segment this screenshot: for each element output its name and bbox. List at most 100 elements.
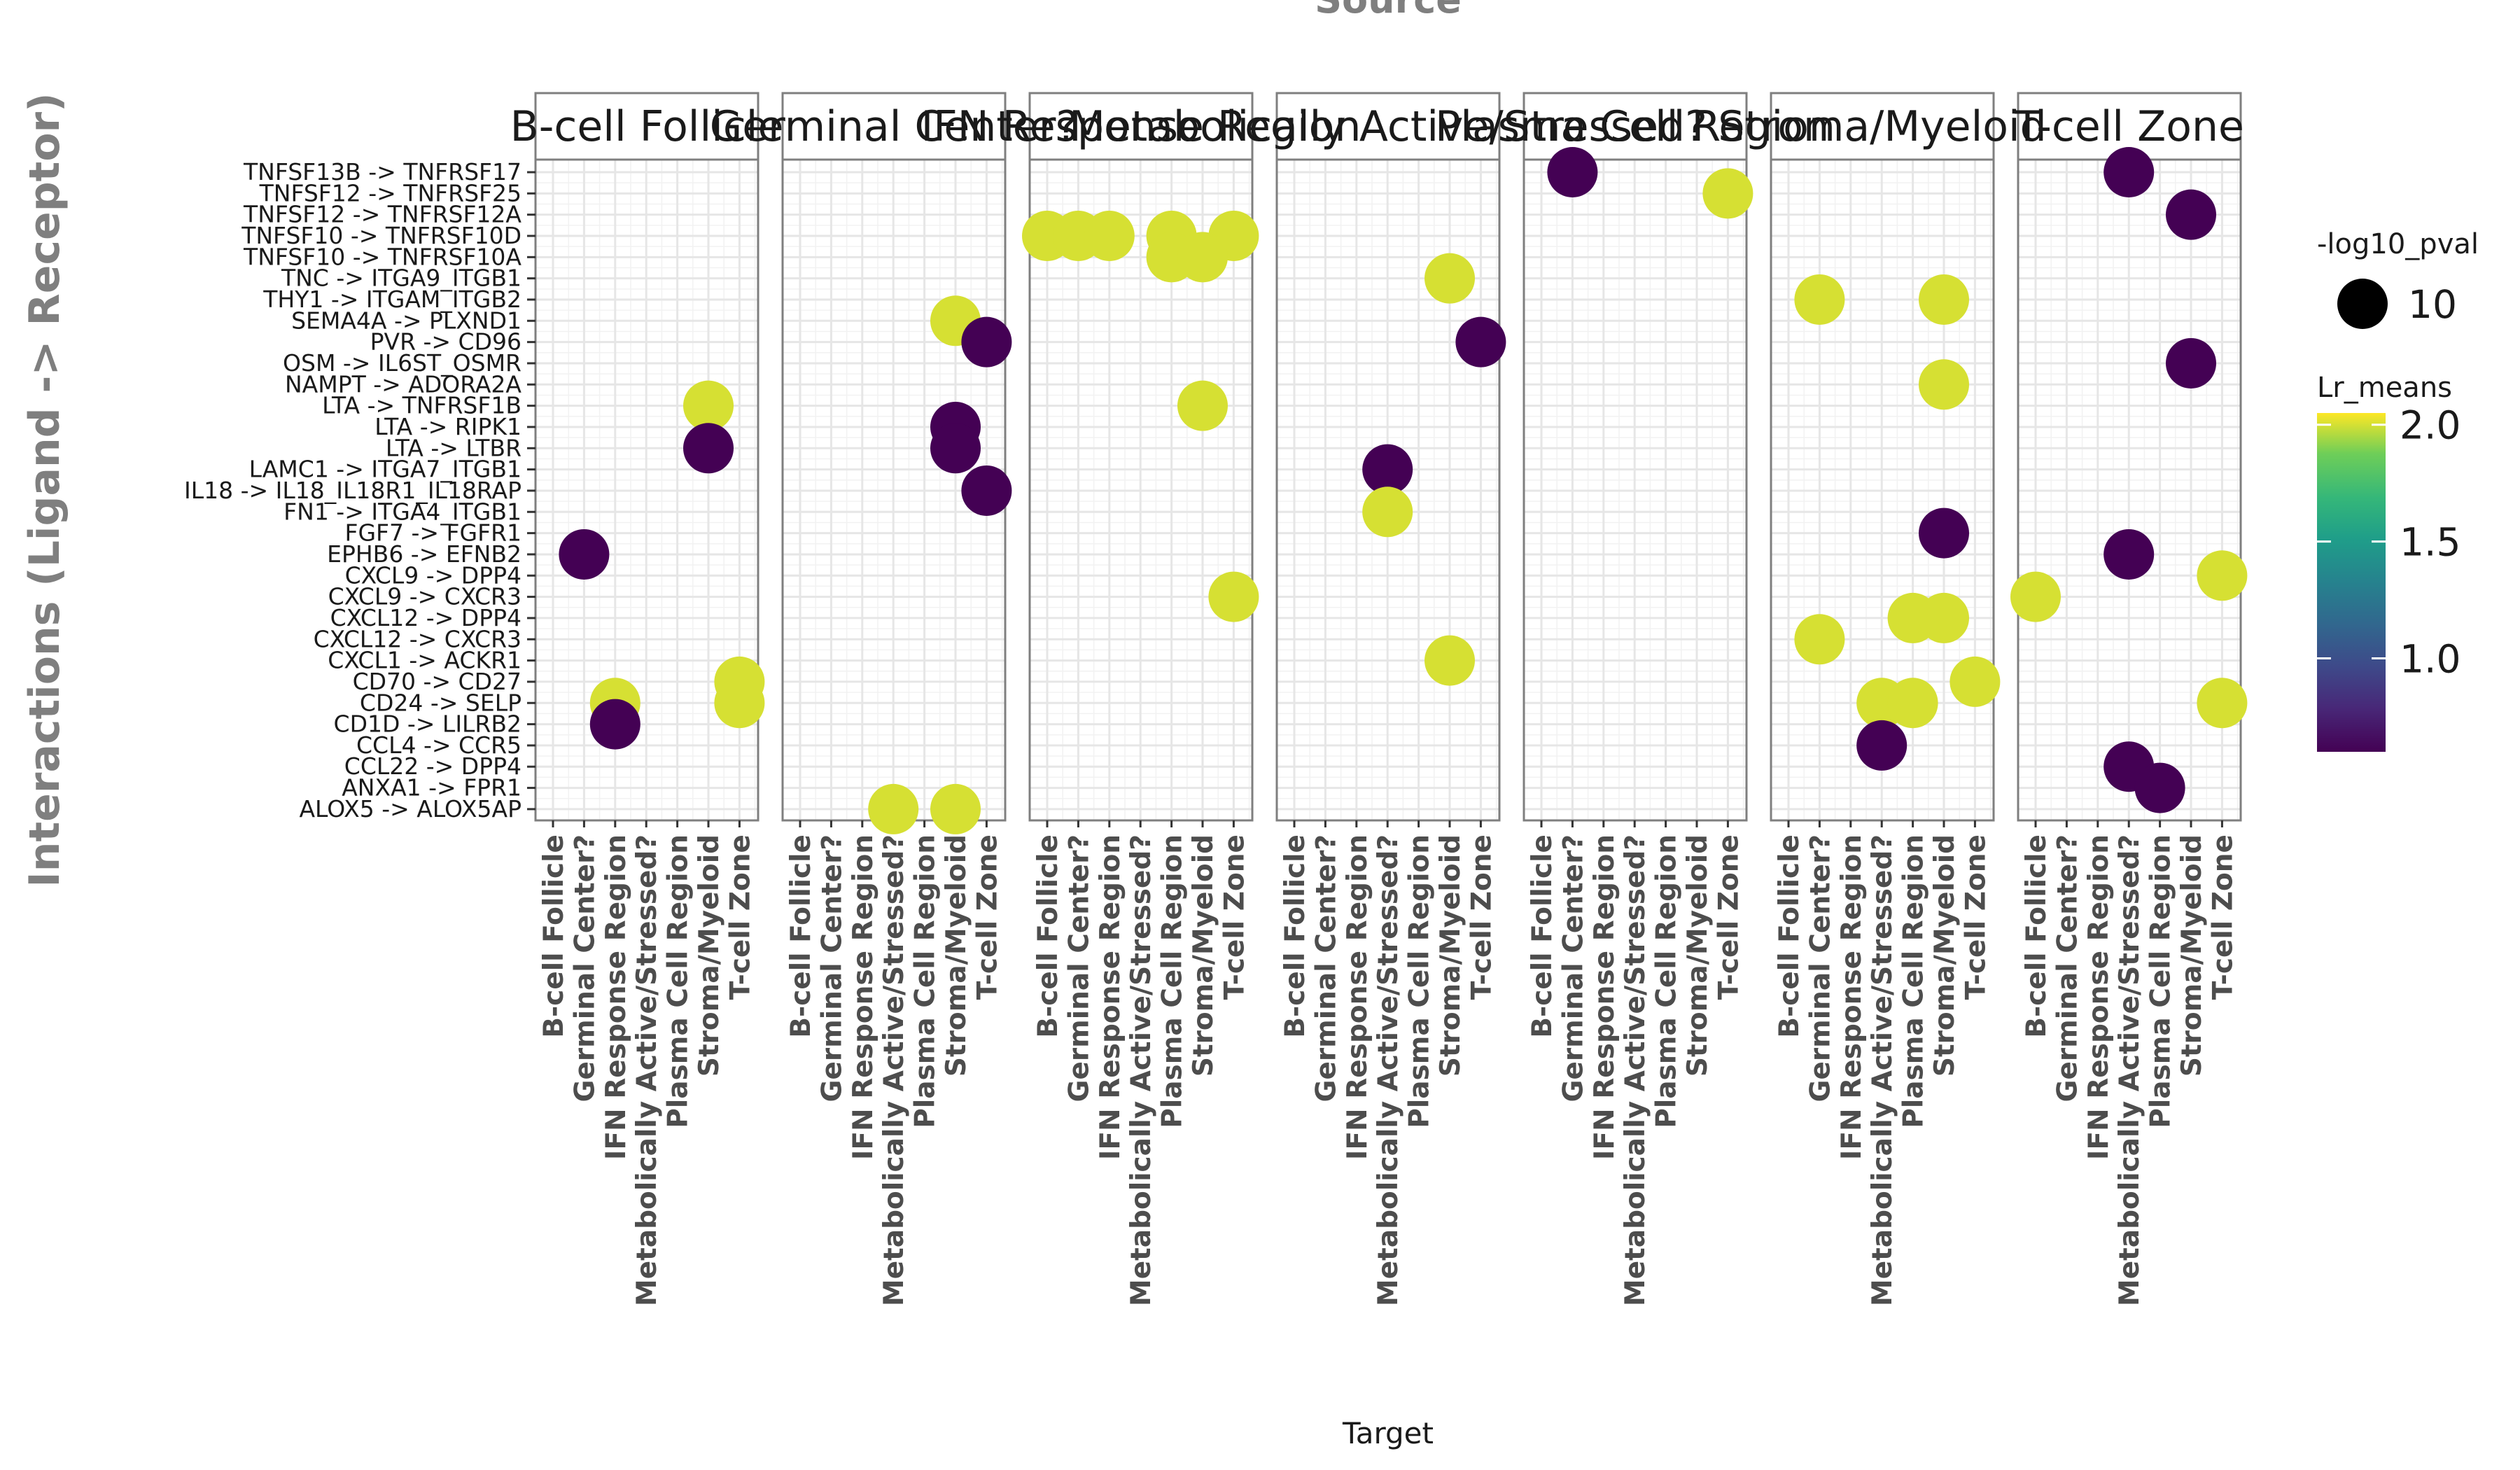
y-tick-label: IL18 -> IL18_IL18R1_IL18RAP	[184, 477, 522, 504]
data-point	[1794, 614, 1845, 665]
x-tick-label: B-cell Follicle	[538, 834, 570, 1038]
x-tick-label: Stroma/Myeloid	[1435, 834, 1466, 1077]
y-tick-label: TNFSF10 -> TNFRSF10A	[243, 243, 522, 270]
x-tick-label: Plasma Cell Region	[2146, 834, 2177, 1128]
data-point	[1424, 635, 1475, 686]
color-legend-bar	[2317, 413, 2386, 752]
colorbar-tick-label: 1.5	[2400, 520, 2460, 565]
y-axis-title: Interactions (Ligand -> Receptor)	[20, 92, 69, 887]
facet-panel-plasma-cell-region: B-cell Follicle Germinal Center? IFN Respo…	[1522, 92, 1748, 1306]
x-tick-label: Stroma/Myeloid	[2176, 834, 2208, 1077]
y-tick-label: TNFSF12 -> TNFRSF12A	[243, 201, 522, 228]
x-tick-label: Metabolically Active/Stressed?	[1867, 834, 1898, 1306]
y-tick-label: TNFSF13B -> TNFRSF17	[243, 158, 522, 186]
x-tick-label: IFN Response Region	[1836, 834, 1868, 1160]
y-tick-label: TNFSF10 -> TNFRSF10D	[241, 222, 522, 249]
data-point	[2166, 337, 2216, 388]
y-tick-label: NAMPT -> ADORA2A	[285, 370, 522, 398]
x-tick-label: T-cell Zone	[724, 834, 756, 1000]
facet-strip	[1522, 92, 1748, 161]
x-tick-label: Plasma Cell Region	[1404, 834, 1436, 1128]
x-tick-label: B-cell Follicle	[785, 834, 817, 1038]
data-point	[1856, 720, 1907, 771]
x-tick-label: Metabolically Active/Stressed?	[1620, 834, 1651, 1306]
data-point	[589, 699, 640, 750]
x-tick-label: Germinal Center?	[2052, 834, 2083, 1102]
facet-strip-label: T-cell Zone	[2014, 102, 2244, 151]
data-point	[1919, 274, 1969, 325]
x-tick-label: Metabolically Active/Stressed?	[1126, 834, 1157, 1306]
y-tick-label: LTA -> RIPK1	[374, 413, 522, 440]
y-tick-label: CXCL12 -> CXCR3	[314, 625, 522, 652]
x-tick-label: T-cell Zone	[1713, 834, 1744, 1000]
facet-strip-label: Metabolically Active/Stressed?	[1069, 102, 1707, 151]
data-point	[2104, 147, 2155, 197]
data-point	[930, 423, 981, 474]
data-point	[1362, 444, 1413, 495]
data-points	[559, 147, 2248, 834]
x-tick-label: Germinal Center?	[1805, 834, 1836, 1102]
y-tick-label: ALOX5 -> ALOX5AP	[299, 795, 522, 822]
x-tick-label: Metabolically Active/Stressed?	[631, 834, 663, 1306]
data-point	[961, 316, 1012, 368]
x-tick-label: T-cell Zone	[1466, 834, 1497, 1000]
data-point	[1455, 316, 1506, 368]
data-point	[559, 528, 610, 580]
y-tick-label: CD1D -> LILRB2	[334, 710, 522, 738]
x-tick-label: B-cell Follicle	[1527, 834, 1558, 1038]
x-tick-label: B-cell Follicle	[1280, 834, 1311, 1038]
y-tick-label: FGF7 -> FGFR1	[344, 519, 522, 547]
data-point	[2104, 528, 2155, 580]
y-tick-label: CD70 -> CD27	[353, 668, 522, 695]
data-point	[1949, 656, 2001, 707]
size-legend-dot	[2337, 279, 2388, 329]
color-legend-ticks: 1.0 1.5 2.0	[2317, 403, 2460, 681]
y-tick-label: EPHB6 -> EFNB2	[327, 540, 522, 568]
data-point	[1887, 678, 1938, 729]
y-tick-label: CCL22 -> DPP4	[344, 752, 522, 780]
x-tick-label: Plasma Cell Region	[663, 834, 694, 1128]
x-tick-label: Metabolically Active/Stressed?	[1373, 834, 1404, 1306]
facet-strip	[1028, 92, 1254, 161]
y-tick-label: ANXA1 -> FPR1	[342, 774, 522, 802]
data-point	[868, 783, 919, 834]
data-point	[714, 678, 765, 729]
y-tick-label: CXCL9 -> CXCR3	[328, 583, 522, 610]
x-tick-label: T-cell Zone	[972, 834, 1003, 1000]
y-tick-label: SEMA4A -> PLXND1	[291, 307, 522, 334]
data-point	[683, 380, 734, 431]
y-tick-label: LAMC1 -> ITGA7_ITGB1	[249, 456, 522, 483]
facet-strip-label: IFN Response Region	[921, 102, 1362, 151]
x-tick-label: Stroma/Myeloid	[1929, 834, 1961, 1077]
facet-strip-label: Stroma/Myeloid	[1718, 102, 2046, 151]
colorbar-tick-label: 1.0	[2400, 636, 2460, 681]
data-point	[1702, 168, 1754, 219]
data-point	[1919, 507, 1969, 559]
x-tick-label: IFN Response Region	[1095, 834, 1126, 1160]
data-point	[2197, 678, 2248, 729]
data-point	[2134, 762, 2185, 813]
x-tick-label: IFN Response Region	[2083, 834, 2115, 1160]
facet-strip-label: Plasma Cell Region	[1435, 102, 1835, 151]
y-tick-label: OSM -> IL6ST_OSMR	[283, 349, 522, 377]
x-tick-label: Stroma/Myeloid	[1188, 834, 1219, 1077]
facet-panel-ifn-response-region: B-cell Follicle Germinal Center? IFN Respo…	[1028, 92, 1254, 1306]
x-tick-label: Stroma/Myeloid	[1682, 834, 1714, 1077]
data-point	[1084, 210, 1135, 261]
y-tick-label: PVR -> CD96	[370, 328, 522, 356]
chart-title: Source	[1315, 0, 1462, 22]
data-point	[2010, 571, 2061, 622]
data-point	[1547, 147, 1598, 197]
x-tick-label: Metabolically Active/Stressed?	[878, 834, 910, 1306]
data-point	[1362, 486, 1413, 538]
facet-strip	[1275, 92, 1501, 161]
y-tick-label: FN1 -> ITGA4_ITGB1	[284, 498, 522, 525]
color-legend-title: Lr_means	[2317, 372, 2452, 404]
x-tick-label: B-cell Follicle	[1032, 834, 1064, 1038]
x-tick-label: Plasma Cell Region	[1651, 834, 1683, 1128]
x-tick-label: IFN Response Region	[1342, 834, 1373, 1160]
facet-panel-stroma-myeloid: B-cell Follicle Germinal Center? IFN Respo…	[1770, 92, 1995, 1306]
facet-strip	[1770, 92, 1995, 161]
size-legend-label: 10	[2408, 282, 2457, 327]
